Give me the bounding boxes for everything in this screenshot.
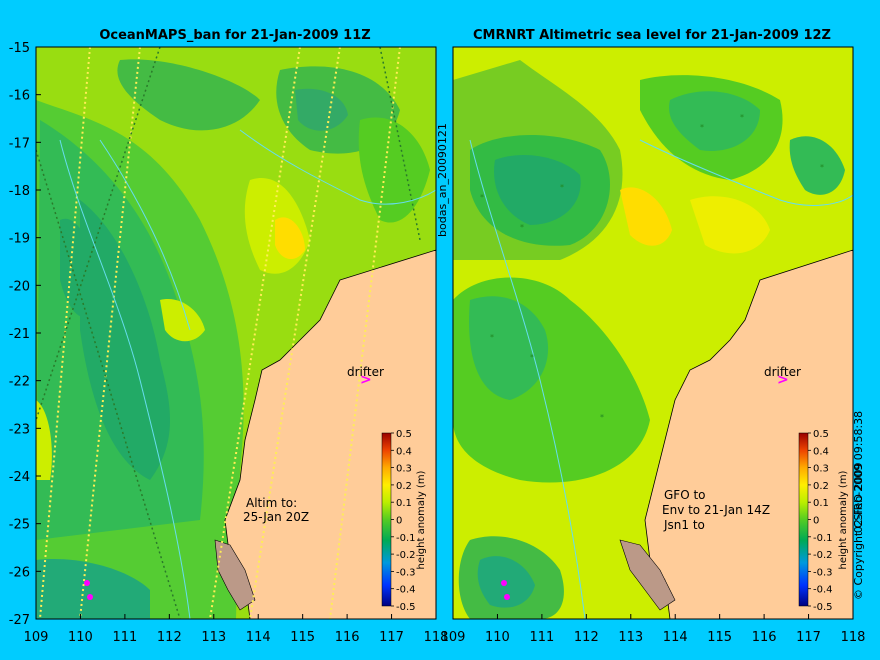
- colorbar-tick-label: 0.1: [396, 498, 412, 509]
- left-map-x-axis: 109 110 111 112 113 114 115 116 117 118: [24, 614, 449, 645]
- y-tick-label: -15: [9, 41, 30, 56]
- left-map-title: OceanMAPS_ban for 21-Jan-2009 11Z: [99, 28, 370, 43]
- y-tick-label: -18: [9, 184, 30, 199]
- y-tick-label: -24: [9, 470, 30, 485]
- left-map-y-axis: -15 -16 -17 -18 -19 -20 -21 -22 -23 -24 -25 -26 -27: [9, 41, 41, 628]
- x-tick-label: 115: [707, 630, 732, 645]
- colorbar-tick-label: 0.4: [396, 446, 412, 457]
- x-tick-label: 111: [112, 630, 137, 645]
- right-map-copyright: © Copyright CSIRO 2009: [852, 463, 865, 600]
- left-map-colorbar: 0.5 0.4 0.3 0.2 0.1 0 -0.1 -0.2 -0.3 -0.4 -0.5 hei…: [381, 429, 427, 613]
- right-map-title: CMRNRT Altimetric sea level for 21-Jan-2…: [473, 28, 831, 43]
- colorbar-tick-label: 0.5: [396, 429, 412, 440]
- svg-text:*: *: [530, 353, 534, 362]
- x-tick-label: 111: [529, 630, 554, 645]
- x-tick-label: 114: [246, 630, 271, 645]
- y-tick-label: -17: [9, 136, 30, 151]
- svg-text:*: *: [740, 113, 744, 122]
- left-map-note-line1: Altim to:: [246, 496, 297, 510]
- x-tick-label: 118: [841, 630, 866, 645]
- left-map-drifter-label: drifter: [347, 365, 384, 379]
- x-tick-label: 112: [574, 630, 599, 645]
- right-map-drifter-markers: [501, 580, 510, 600]
- colorbar-tick-label: -0.5: [396, 602, 416, 613]
- right-map-colorbar-label: height anomaly (m): [838, 470, 849, 569]
- svg-text:*: *: [560, 183, 564, 192]
- x-tick-label: 116: [335, 630, 360, 645]
- x-tick-label: 113: [201, 630, 226, 645]
- colorbar-tick-label: -0.5: [813, 602, 833, 613]
- y-tick-label: -20: [9, 279, 30, 294]
- x-tick-label: 109: [24, 630, 49, 645]
- x-tick-label: 109: [441, 630, 466, 645]
- left-map-drifter-markers: [84, 580, 93, 600]
- y-tick-label: -27: [9, 613, 30, 628]
- colorbar-tick-label: -0.4: [396, 585, 416, 596]
- right-map-field: * * * * * * * * * GFO to Env to 21-Jan 14Z Jsn…: [453, 47, 853, 619]
- y-tick-label: -23: [9, 422, 30, 437]
- svg-text:*: *: [480, 193, 484, 202]
- x-tick-label: 115: [290, 630, 315, 645]
- y-tick-label: -19: [9, 232, 30, 247]
- left-map-colorbar-label: height anomaly (m): [416, 470, 427, 569]
- svg-text:*: *: [700, 123, 704, 132]
- colorbar-tick-label: 0.1: [813, 498, 829, 509]
- y-tick-label: -25: [9, 518, 30, 533]
- y-tick-label: -26: [9, 565, 30, 580]
- x-tick-label: 116: [752, 630, 777, 645]
- colorbar-tick-label: -0.1: [396, 533, 416, 544]
- right-map-side-label: 02-Feb-2009 09:58:38: [852, 411, 865, 533]
- colorbar-tick-label: -0.2: [396, 550, 416, 561]
- left-map-drifter-arrow: >: [360, 372, 372, 388]
- svg-text:*: *: [520, 223, 524, 232]
- x-tick-label: 113: [618, 630, 643, 645]
- colorbar-tick-label: 0.2: [813, 481, 829, 492]
- colorbar-tick-label: 0.5: [813, 429, 829, 440]
- svg-text:*: *: [600, 413, 604, 422]
- right-map-note-line3: Jsn1 to: [663, 518, 705, 532]
- right-map-frame: [452, 46, 854, 620]
- x-tick-label: 117: [796, 630, 821, 645]
- colorbar-tick-label: -0.2: [813, 550, 833, 561]
- colorbar-tick-label: -0.1: [813, 533, 833, 544]
- left-map-field: Altim to: 25-Jan 20Z drifter >: [36, 47, 436, 619]
- right-map-drifter-arrow: >: [777, 372, 789, 388]
- colorbar-tick-label: 0: [396, 516, 402, 527]
- colorbar-tick-label: 0: [813, 516, 819, 527]
- x-tick-label: 118: [424, 630, 449, 645]
- right-map-drifter-label: drifter: [764, 365, 801, 379]
- right-map-x-axis: 109 110 111 112 113 114 115 116 117 118: [441, 614, 866, 645]
- x-tick-label: 114: [663, 630, 688, 645]
- x-tick-label: 112: [157, 630, 182, 645]
- colorbar-tick-label: 0.3: [396, 464, 412, 475]
- colorbar-tick-label: 0.4: [813, 446, 829, 457]
- colorbar-tick-label: 0.2: [396, 481, 412, 492]
- y-tick-label: -22: [9, 375, 30, 390]
- colorbar-tick-label: -0.3: [396, 567, 416, 578]
- svg-text:*: *: [820, 163, 824, 172]
- right-map-note-line1: GFO to: [664, 488, 706, 502]
- left-map-note-line2: 25-Jan 20Z: [243, 510, 309, 524]
- left-map-side-label: bodas_an_20090121: [436, 123, 449, 237]
- x-tick-label: 117: [379, 630, 404, 645]
- x-tick-label: 110: [68, 630, 93, 645]
- right-map-panel: CMRNRT Altimetric sea level for 21-Jan-2…: [441, 28, 866, 645]
- colorbar-tick-label: 0.3: [813, 464, 829, 475]
- right-map-note-line2: Env to 21-Jan 14Z: [662, 503, 770, 517]
- y-tick-label: -16: [9, 89, 30, 104]
- right-map-colorbar: 0.5 0.4 0.3 0.2 0.1 0 -0.1 -0.2 -0.3 -0.4 -0.5 hei…: [798, 429, 849, 613]
- y-tick-label: -21: [9, 327, 30, 342]
- colorbar-tick-label: -0.4: [813, 585, 833, 596]
- x-tick-label: 110: [485, 630, 510, 645]
- colorbar-tick-label: -0.3: [813, 567, 833, 578]
- left-map-panel: OceanMAPS_ban for 21-Jan-2009 11Z: [9, 28, 449, 645]
- svg-text:*: *: [490, 333, 494, 342]
